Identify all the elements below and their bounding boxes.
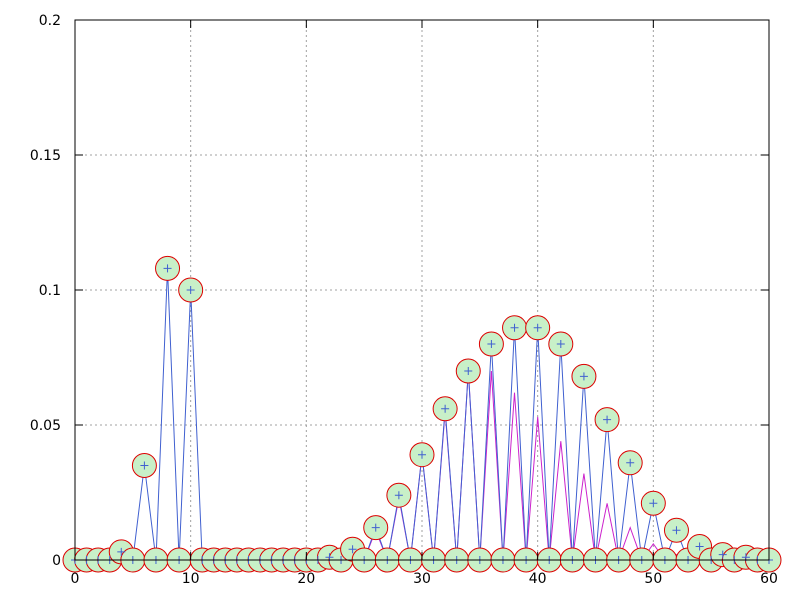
y-tick-label: 0.05 xyxy=(30,418,61,434)
y-tick-label: 0.15 xyxy=(30,148,61,164)
x-tick-label: 40 xyxy=(529,571,547,587)
plus-marker xyxy=(163,264,172,273)
x-tick-label: 0 xyxy=(71,571,80,587)
plus-marker xyxy=(140,461,149,470)
plus-marker xyxy=(464,367,473,375)
plus-marker xyxy=(348,545,357,554)
plus-marker xyxy=(649,499,658,508)
y-tick-label: 0.1 xyxy=(39,283,61,299)
x-tick-label: 10 xyxy=(182,571,200,587)
plus-marker xyxy=(695,542,704,551)
plus-marker xyxy=(487,340,496,348)
x-tick-label: 30 xyxy=(413,571,431,587)
gridlines xyxy=(75,20,769,560)
plus-marker xyxy=(441,404,450,413)
x-tick-label: 50 xyxy=(644,571,662,587)
y-tick-label: 0.2 xyxy=(39,13,61,29)
ticks xyxy=(74,19,770,561)
plus-marker xyxy=(533,323,542,332)
plus-marker xyxy=(556,340,565,348)
plus-marker xyxy=(394,491,403,500)
plus-marker xyxy=(510,323,519,332)
plus-marker xyxy=(418,450,426,459)
plus-marker xyxy=(603,415,612,424)
plus-marker xyxy=(672,526,681,535)
x-tick-label: 20 xyxy=(297,571,315,587)
markers xyxy=(62,255,782,573)
plus-marker xyxy=(626,458,635,467)
y-tick-label: 0 xyxy=(52,553,61,569)
x-tick-label: 60 xyxy=(760,571,778,587)
tick-labels: 0 10 20 30 40 50 60 0 0.05 0.1 0.15 0.2 xyxy=(30,13,778,587)
plus-marker xyxy=(718,550,727,559)
plus-marker xyxy=(579,372,588,381)
plus-marker xyxy=(186,286,195,294)
plus-marker xyxy=(371,523,380,532)
plus-marker xyxy=(117,547,126,556)
